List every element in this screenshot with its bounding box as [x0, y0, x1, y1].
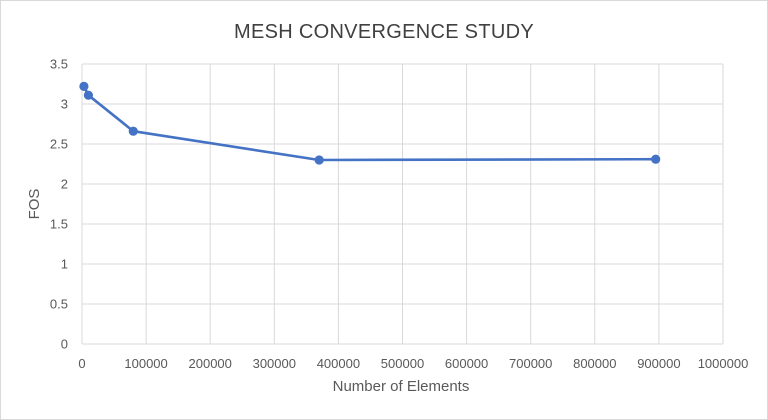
x-tick-label: 900000 [637, 356, 680, 371]
x-tick-label: 400000 [317, 356, 360, 371]
y-tick-label: 1 [61, 257, 68, 272]
x-tick-label: 0 [78, 356, 85, 371]
y-axis-label: FOS [26, 189, 43, 220]
series-line [82, 85, 658, 162]
x-tick-label: 100000 [124, 356, 167, 371]
data-point [79, 81, 89, 91]
y-tick-label: 1.5 [50, 217, 68, 232]
y-tick-label: 0.5 [50, 297, 68, 312]
x-tick-label: 200000 [189, 356, 232, 371]
x-tick-label: 800000 [573, 356, 616, 371]
x-axis-label: Number of Elements [333, 378, 470, 395]
x-tick-label: 700000 [509, 356, 552, 371]
y-tick-label: 0 [61, 337, 68, 352]
data-point [651, 154, 661, 164]
x-tick-label: 300000 [253, 356, 296, 371]
data-point [314, 155, 324, 165]
y-tick-label: 2 [61, 177, 68, 192]
series-layer [79, 81, 661, 165]
y-tick-label: 3 [61, 97, 68, 112]
y-tick-labels: 0 0.5 1 1.5 2 2.5 3 3.5 [50, 57, 68, 352]
x-tick-label: 600000 [445, 356, 488, 371]
gridlines [81, 63, 724, 345]
x-tick-label: 1000000 [698, 356, 749, 371]
x-tick-label: 500000 [381, 356, 424, 371]
data-point [128, 126, 138, 136]
chart-title: MESH CONVERGENCE STUDY [234, 21, 534, 43]
y-tick-label: 3.5 [50, 57, 68, 72]
x-tick-labels: 0 100000 200000 300000 400000 500000 600000 700… [78, 356, 748, 371]
y-tick-label: 2.5 [50, 137, 68, 152]
data-point [83, 90, 94, 100]
